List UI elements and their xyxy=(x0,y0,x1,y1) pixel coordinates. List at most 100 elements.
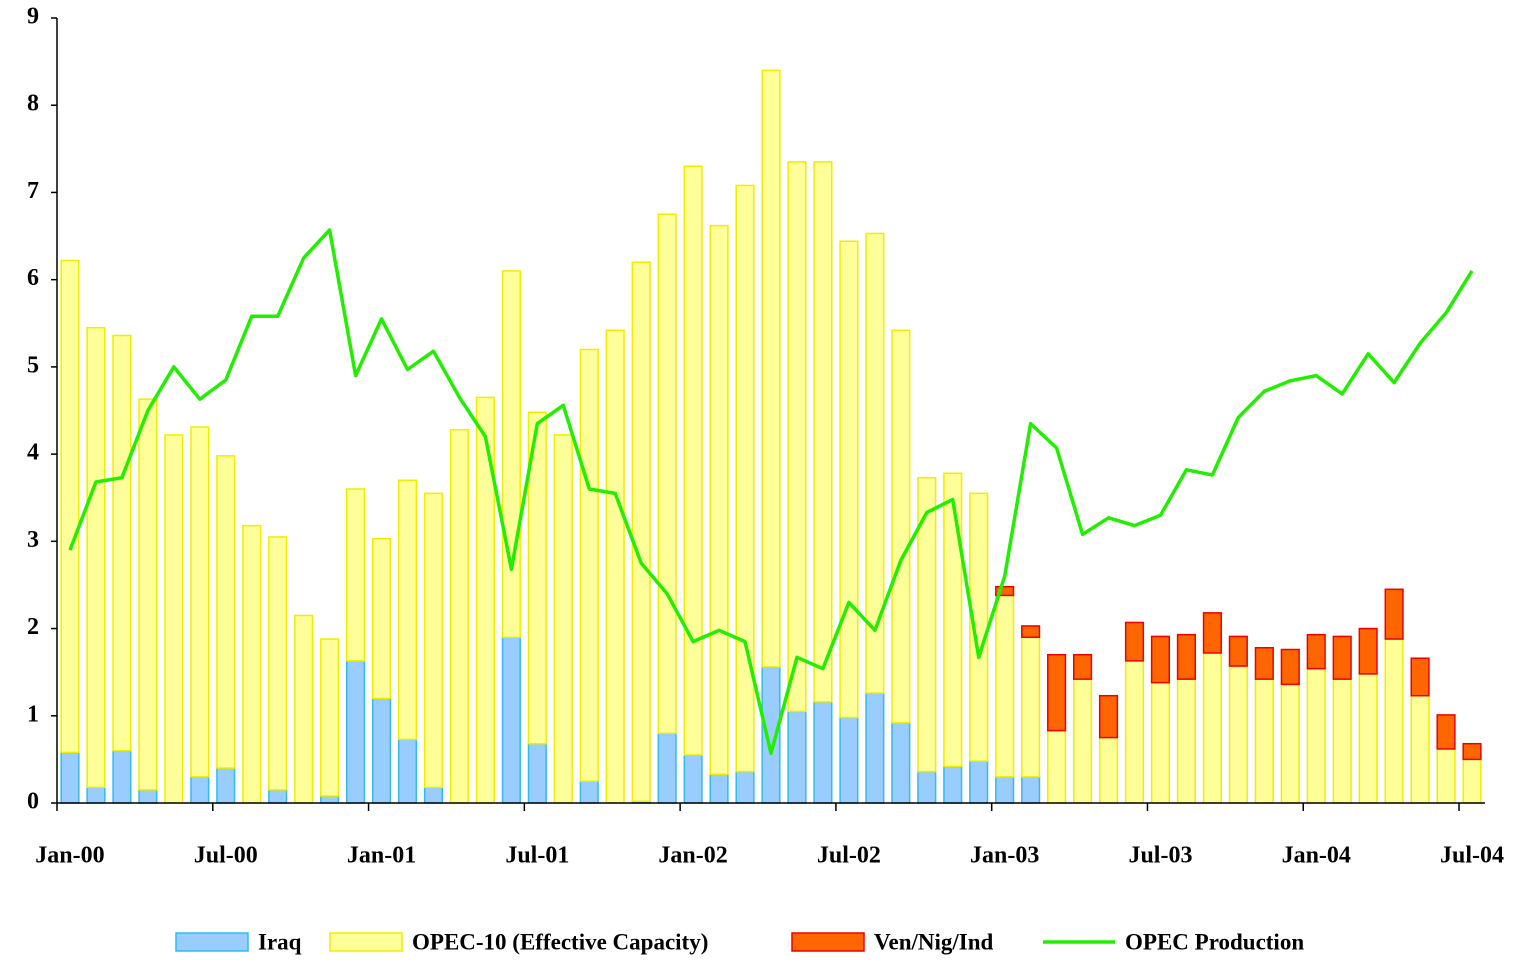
bar xyxy=(190,776,210,804)
bar xyxy=(813,161,833,703)
bar xyxy=(371,537,392,700)
bar xyxy=(683,754,703,804)
bar xyxy=(1280,648,1300,686)
bar xyxy=(917,770,937,804)
bar xyxy=(216,767,236,804)
x-tick-label: Jan-04 xyxy=(1282,843,1351,869)
bar xyxy=(891,722,911,804)
bar xyxy=(138,398,158,791)
y-tick-label: 9 xyxy=(27,4,39,30)
bar xyxy=(553,434,573,804)
bar xyxy=(501,636,521,804)
bar xyxy=(1280,683,1300,804)
bar xyxy=(1410,694,1430,804)
bar xyxy=(605,329,625,804)
x-tick-label: Jul-02 xyxy=(817,843,881,869)
y-tick-label: 4 xyxy=(27,440,39,466)
legend-label: OPEC-10 (Effective Capacity) xyxy=(412,929,708,954)
bar xyxy=(1254,646,1274,680)
bar xyxy=(86,786,106,804)
x-tick-label: Jul-03 xyxy=(1128,843,1192,869)
bar xyxy=(995,776,1015,804)
y-tick-label: 2 xyxy=(27,614,39,640)
bar xyxy=(138,789,158,804)
bar xyxy=(190,426,210,778)
y-tick-label: 6 xyxy=(27,265,39,291)
bar xyxy=(60,259,80,754)
bar xyxy=(1306,667,1326,804)
bar xyxy=(1332,635,1352,680)
bar xyxy=(709,773,729,804)
legend-swatch xyxy=(791,932,865,952)
bar xyxy=(1202,652,1222,804)
bar xyxy=(1072,653,1093,680)
bar xyxy=(579,348,599,782)
bar xyxy=(268,536,288,791)
bar xyxy=(1384,638,1404,804)
bar xyxy=(1150,681,1171,804)
bar xyxy=(1047,729,1067,804)
bar xyxy=(1098,736,1119,804)
legend-label: OPEC Production xyxy=(1125,929,1304,954)
bar xyxy=(1358,627,1378,675)
bar xyxy=(735,184,755,773)
bar xyxy=(527,742,547,804)
bar xyxy=(371,697,392,804)
bar xyxy=(1047,653,1067,732)
bar xyxy=(346,488,366,662)
bar xyxy=(1254,678,1274,804)
bar xyxy=(112,334,132,752)
bar xyxy=(787,710,807,804)
bar xyxy=(1176,678,1196,804)
bar xyxy=(631,261,651,803)
bar xyxy=(475,396,495,804)
bar xyxy=(1228,665,1248,804)
bar xyxy=(527,411,547,745)
bar xyxy=(1202,612,1222,654)
bar xyxy=(839,240,859,719)
bar xyxy=(1306,633,1326,670)
bar xyxy=(969,760,989,804)
bar xyxy=(579,780,599,804)
legend-label: Iraq xyxy=(258,929,302,954)
bar xyxy=(787,161,807,713)
bar xyxy=(1124,621,1145,662)
legend-label: Ven/Nig/Ind xyxy=(874,929,994,954)
bar xyxy=(320,638,340,797)
bar xyxy=(1462,758,1482,804)
bar xyxy=(1410,657,1430,697)
x-tick-label: Jan-00 xyxy=(35,843,104,869)
bar xyxy=(1021,636,1041,778)
bar xyxy=(449,428,470,804)
bar xyxy=(865,692,885,804)
bar xyxy=(1332,678,1352,804)
bar xyxy=(761,69,781,668)
bar xyxy=(1176,633,1196,680)
y-tick-label: 3 xyxy=(27,527,39,553)
bar xyxy=(423,492,444,789)
bar xyxy=(60,751,80,804)
bar xyxy=(813,701,833,804)
bar xyxy=(1436,748,1456,804)
bar xyxy=(839,716,859,804)
bar xyxy=(1021,625,1041,639)
y-tick-label: 8 xyxy=(27,91,39,117)
bar xyxy=(891,329,911,724)
bar xyxy=(112,749,132,804)
bar xyxy=(1436,714,1456,750)
bar xyxy=(1124,660,1145,804)
bar xyxy=(735,770,755,804)
x-tick-label: Jul-04 xyxy=(1440,843,1504,869)
bar xyxy=(683,165,703,756)
bar xyxy=(1228,635,1248,667)
bar xyxy=(657,213,677,734)
x-tick-label: Jul-00 xyxy=(194,843,258,869)
legend-swatch xyxy=(175,932,249,952)
bar xyxy=(917,476,937,773)
bar xyxy=(1358,673,1378,804)
bar xyxy=(1384,588,1404,640)
y-tick-label: 1 xyxy=(27,701,39,727)
x-tick-label: Jul-01 xyxy=(505,843,569,869)
